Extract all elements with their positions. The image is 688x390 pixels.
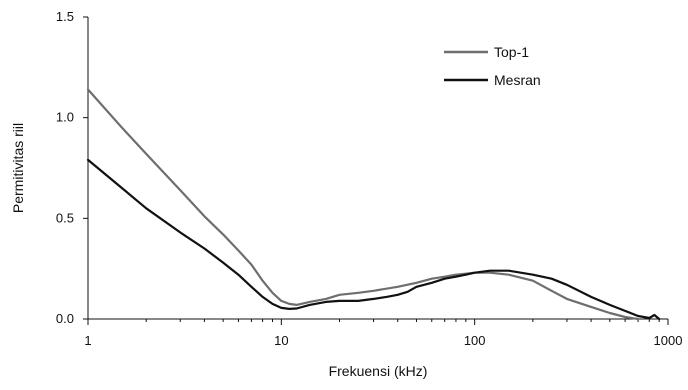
y-tick-label: 0.0 [56, 311, 74, 326]
x-tick-label: 10 [274, 333, 288, 348]
x-tick-label: 100 [464, 333, 486, 348]
x-tick-label: 1 [84, 333, 91, 348]
axes [87, 17, 668, 320]
series-line-mesran [86, 158, 661, 321]
y-tick-label: 1.0 [56, 110, 74, 125]
x-tick-label: 1000 [654, 333, 683, 348]
legend-label-top-1: Top-1 [494, 44, 529, 60]
plot-area [86, 88, 661, 321]
tick-marks: 0.0 0.5 1.0 1.5 1 10 100 1000 [56, 9, 683, 348]
legend: Top-1 Mesran [444, 44, 541, 88]
y-axis-title: Permitivitas riil [10, 123, 26, 213]
y-tick-label: 0.5 [56, 210, 74, 225]
y-tick-label: 1.5 [56, 9, 74, 24]
legend-label-mesran: Mesran [494, 72, 541, 88]
series-line-top-1 [86, 88, 640, 321]
x-axis-title: Frekuensi (kHz) [329, 363, 428, 379]
